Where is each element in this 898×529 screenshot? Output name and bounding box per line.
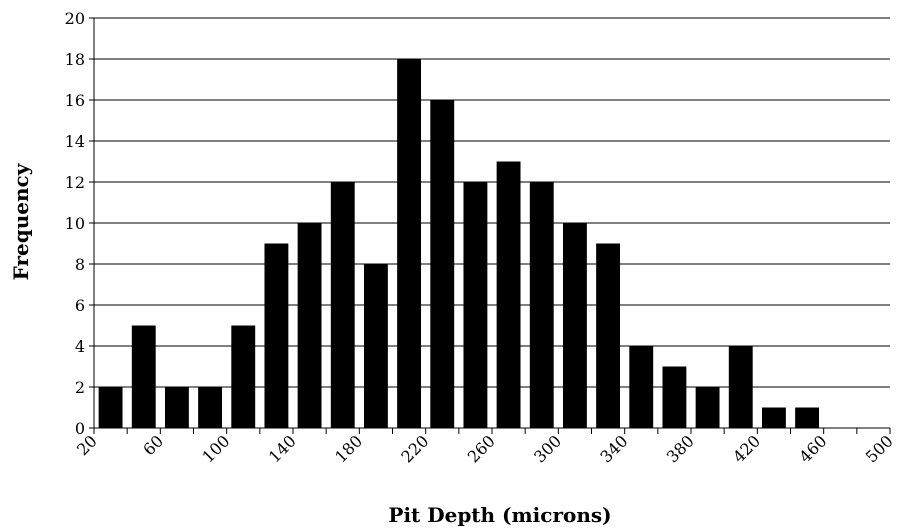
bar-120-140 <box>264 244 288 429</box>
bar-400-420 <box>729 346 753 428</box>
x-tick-label: 60 <box>139 431 167 459</box>
bar-160-180 <box>331 182 355 428</box>
bar-20-40 <box>99 387 123 428</box>
bar-220-240 <box>430 100 454 428</box>
bar-340-360 <box>629 346 653 428</box>
y-tick-label: 6 <box>75 296 85 315</box>
x-tick-label: 140 <box>265 431 300 466</box>
bars <box>99 59 819 428</box>
bar-360-380 <box>662 367 686 429</box>
y-tick-label: 10 <box>65 214 85 233</box>
bar-140-160 <box>298 223 322 428</box>
bar-320-340 <box>596 244 620 429</box>
x-tick-labels: 20 60 100 140 180 220 260 300 340 380 420 460 500 <box>73 431 897 466</box>
bar-80-100 <box>198 387 222 428</box>
y-tick-label: 20 <box>65 9 85 28</box>
x-tick-label: 340 <box>596 431 631 466</box>
bar-100-120 <box>231 326 255 429</box>
y-tick-label: 18 <box>65 50 85 69</box>
bar-420-440 <box>762 408 786 429</box>
x-tick-label: 260 <box>464 431 499 466</box>
x-axis-title: Pit Depth (microns) <box>388 503 611 527</box>
y-tick-label: 12 <box>65 173 85 192</box>
x-tick-label: 300 <box>530 431 565 466</box>
bar-240-260 <box>463 182 487 428</box>
bar-40-60 <box>132 326 156 429</box>
bar-280-300 <box>530 182 554 428</box>
y-axis-title: Frequency <box>9 162 33 280</box>
bar-300-320 <box>563 223 587 428</box>
y-tick-label: 14 <box>65 132 85 151</box>
bar-60-80 <box>165 387 189 428</box>
x-tick-label: 100 <box>198 431 233 466</box>
bar-260-280 <box>497 162 521 429</box>
bar-200-220 <box>397 59 421 428</box>
y-tick-label: 16 <box>65 91 85 110</box>
axes <box>89 18 890 434</box>
y-tick-label: 8 <box>75 255 85 274</box>
bar-180-200 <box>364 264 388 428</box>
x-tick-label: 420 <box>729 431 764 466</box>
x-tick-label: 220 <box>397 431 432 466</box>
x-tick-label: 460 <box>795 431 830 466</box>
x-tick-label: 500 <box>862 431 897 466</box>
bar-380-400 <box>696 387 720 428</box>
y-tick-label: 4 <box>75 337 85 356</box>
y-tick-label: 2 <box>75 378 85 397</box>
gridlines <box>94 18 890 387</box>
x-tick-label: 380 <box>663 431 698 466</box>
x-tick-label: 180 <box>331 431 366 466</box>
bar-440-460 <box>795 408 819 429</box>
